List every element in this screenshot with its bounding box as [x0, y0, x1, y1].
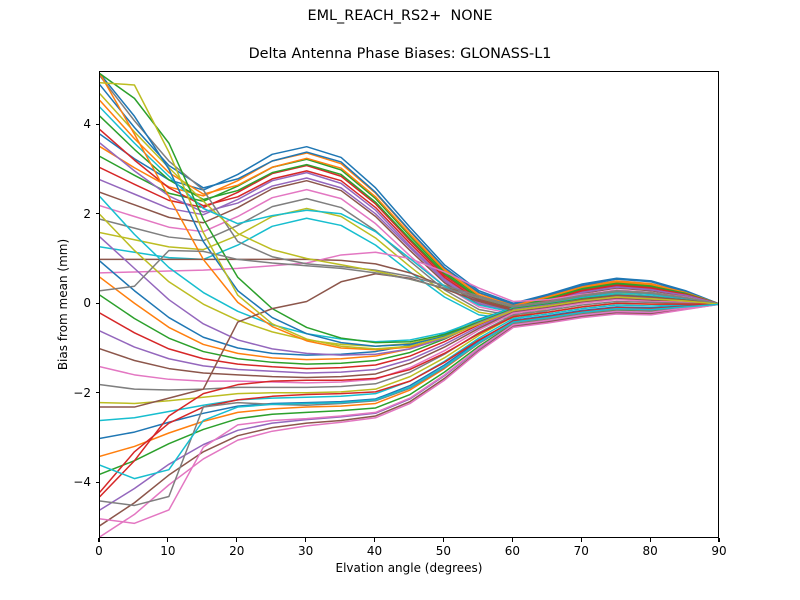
x-tick-mark — [167, 538, 169, 542]
chart-line — [100, 303, 718, 475]
figure-suptitle: EML_REACH_RS2+ NONE — [307, 8, 493, 24]
y-tick-label: −2 — [73, 385, 91, 400]
x-axis-label: Elvation angle (degrees) — [335, 561, 483, 575]
y-tick-mark — [95, 392, 99, 394]
x-tick-label: 50 — [435, 544, 452, 558]
plot-area — [99, 71, 719, 538]
x-tick-mark — [442, 538, 444, 542]
chart-line — [100, 303, 718, 537]
chart-line — [100, 298, 718, 384]
axes-title: Delta Antenna Phase Biases: GLONASS-L1 — [248, 46, 552, 62]
chart-line — [100, 142, 718, 313]
lines-svg — [100, 73, 718, 537]
x-tick-label: 70 — [573, 544, 589, 558]
chart-line — [100, 298, 718, 379]
chart-line — [100, 303, 718, 527]
y-tick-label: 4 — [83, 117, 91, 132]
chart-line — [100, 171, 718, 312]
y-tick-label: 2 — [83, 206, 91, 221]
x-tick-mark — [98, 538, 100, 542]
x-tick-mark — [511, 538, 513, 542]
chart-line — [100, 249, 718, 308]
x-tick-mark — [718, 538, 720, 542]
x-tick-label: 90 — [711, 544, 727, 558]
chart-line — [100, 115, 718, 309]
chart-line — [100, 179, 718, 313]
x-tick-mark — [305, 538, 307, 542]
y-tick-mark — [95, 302, 99, 304]
chart-line — [100, 196, 718, 343]
chart-line — [100, 303, 718, 507]
chart-line — [100, 236, 718, 356]
x-tick-label: 30 — [298, 544, 314, 558]
chart-line — [100, 99, 718, 307]
x-tick-label: 0 — [95, 544, 103, 558]
chart-line — [100, 84, 718, 305]
chart-line — [100, 75, 718, 307]
x-tick-mark — [374, 538, 376, 542]
y-tick-mark — [95, 481, 99, 483]
chart-line — [100, 297, 718, 374]
chart-line — [100, 81, 718, 350]
chart-line — [100, 207, 718, 319]
y-tick-label: −4 — [73, 475, 91, 490]
x-tick-label: 40 — [366, 544, 383, 558]
chart-line — [100, 303, 718, 511]
x-tick-label: 20 — [229, 544, 245, 558]
x-tick-mark — [236, 538, 238, 542]
x-tick-label: 80 — [642, 544, 658, 558]
y-tick-mark — [95, 213, 99, 215]
chart-line — [100, 128, 718, 311]
chart-line — [100, 106, 718, 313]
x-tick-label: 60 — [504, 544, 520, 558]
chart-line — [100, 303, 718, 525]
x-tick-label: 10 — [160, 544, 176, 558]
chart-line — [100, 302, 718, 498]
x-tick-mark — [580, 538, 582, 542]
chart-line — [100, 303, 718, 440]
chart-line — [100, 303, 718, 480]
y-tick-label: 0 — [83, 296, 91, 311]
y-axis-label: Bias from mean (mm) — [56, 238, 70, 371]
chart-line — [100, 272, 718, 408]
y-tick-mark — [95, 123, 99, 125]
x-tick-mark — [649, 538, 651, 542]
